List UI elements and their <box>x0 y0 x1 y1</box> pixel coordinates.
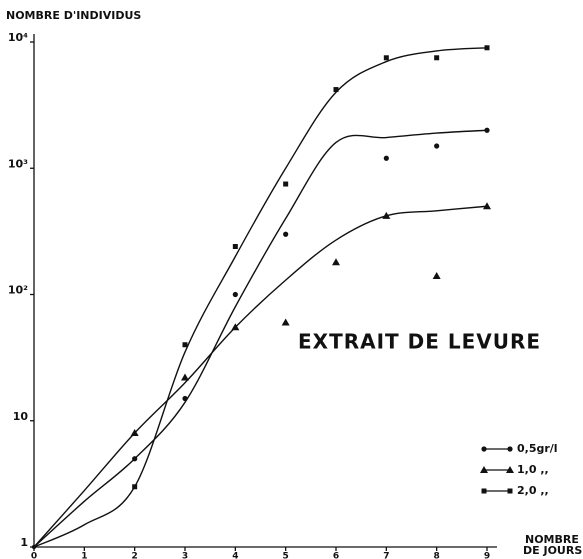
y-tick-label: 10⁴ <box>8 31 28 44</box>
legend-marker <box>507 446 513 452</box>
y-tick-label: 10 <box>13 410 29 423</box>
point <box>483 202 491 210</box>
point <box>383 55 389 61</box>
fit-curve <box>33 205 488 548</box>
legend-label: 1,0 ,, <box>517 463 549 476</box>
legend-marker <box>507 488 513 494</box>
y-tick-label: 10² <box>8 284 28 297</box>
y-axis-label: NOMBRE D'INDIVIDUS <box>6 9 141 22</box>
point <box>232 291 238 298</box>
x-axis-label: NOMBRE <box>525 533 579 546</box>
point <box>182 395 188 402</box>
legend-marker <box>506 466 514 473</box>
x-tick-label: 1 <box>81 552 87 559</box>
point <box>283 181 289 187</box>
point <box>432 272 441 280</box>
point <box>232 243 238 249</box>
x-tick-label: 8 <box>434 552 440 559</box>
x-tick-label: 0 <box>31 552 37 559</box>
legend-label: 0,5gr/l <box>517 442 558 455</box>
x-tick-label: 6 <box>333 552 339 559</box>
point <box>434 143 440 149</box>
point <box>484 45 490 51</box>
y-tick-label: 1 <box>20 536 28 549</box>
point <box>281 318 290 326</box>
fit-curve <box>33 129 488 548</box>
x-axis-label: DE JOURS <box>523 544 582 557</box>
legend-label: 2,0 ,, <box>517 484 549 497</box>
x-tick-label: 7 <box>383 552 389 559</box>
point <box>231 323 240 331</box>
point <box>132 484 138 490</box>
x-tick-label: 4 <box>232 552 238 559</box>
x-tick-label: 5 <box>283 552 289 559</box>
point <box>333 87 339 93</box>
x-tick-label: 9 <box>484 552 490 559</box>
point <box>484 127 490 133</box>
point <box>182 342 188 348</box>
point <box>181 373 189 381</box>
y-tick-label: 10³ <box>8 157 28 170</box>
x-tick-label: 2 <box>132 552 138 559</box>
point <box>332 258 340 266</box>
annotation: EXTRAIT DE LEVURE <box>298 330 541 354</box>
point <box>383 155 389 161</box>
point <box>130 428 139 436</box>
point <box>382 211 391 219</box>
point <box>132 456 138 462</box>
origin-point <box>31 544 37 550</box>
point <box>434 55 440 61</box>
x-tick-label: 3 <box>182 552 188 559</box>
point <box>283 231 289 237</box>
fit-curve <box>33 47 488 548</box>
